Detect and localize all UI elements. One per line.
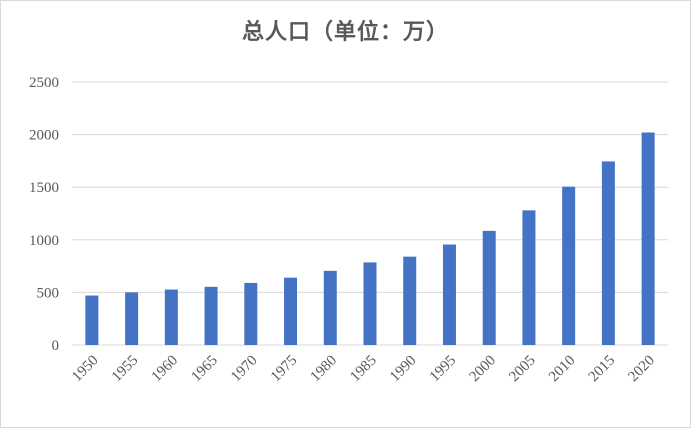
x-tick-label: 1975	[268, 353, 301, 386]
bar-1965	[204, 286, 218, 345]
x-tick-label: 2020	[625, 353, 658, 386]
x-tick-label: 2005	[506, 353, 539, 386]
x-axis-ticks: 1950 1955 1960 1965 1970 1975 1980 1985 1990 1995…	[69, 353, 658, 386]
y-axis-ticks: 0 500 1000 1500 2000 2500	[29, 75, 59, 354]
x-tick-label: 2000	[467, 353, 500, 386]
chart-title: 总人口（单位：万）	[241, 20, 449, 45]
y-tick-label: 2500	[29, 75, 59, 91]
y-tick-label: 1500	[29, 180, 59, 196]
x-tick-label: 1970	[228, 353, 261, 386]
x-tick-label: 2015	[586, 353, 619, 386]
x-tick-label: 1960	[149, 353, 182, 386]
bar-2000	[482, 230, 496, 345]
bar-1955	[125, 292, 139, 345]
y-tick-label: 0	[52, 338, 60, 354]
bar-2005	[522, 210, 536, 345]
bar-1995	[442, 244, 456, 345]
bar-1970	[244, 282, 258, 345]
bar-1960	[164, 289, 178, 345]
bars	[85, 132, 655, 345]
bar-1990	[403, 256, 417, 345]
x-tick-label: 1980	[308, 353, 341, 386]
bar-2010	[562, 186, 576, 345]
y-tick-label: 2000	[29, 128, 59, 144]
x-tick-label: 2010	[546, 353, 579, 386]
bar-2015	[601, 161, 615, 345]
bar-1980	[323, 270, 337, 345]
bar-1985	[363, 262, 377, 345]
x-tick-label: 1995	[427, 353, 460, 386]
bar-1950	[85, 295, 99, 345]
x-tick-label: 1965	[188, 353, 221, 386]
bar-1975	[284, 277, 298, 345]
x-tick-label: 1950	[69, 353, 102, 386]
bar-2020	[641, 132, 655, 345]
x-tick-label: 1955	[109, 353, 142, 386]
x-tick-label: 1990	[387, 353, 420, 386]
y-tick-label: 1000	[29, 233, 59, 249]
x-tick-label: 1985	[347, 353, 380, 386]
y-tick-label: 500	[37, 285, 60, 301]
